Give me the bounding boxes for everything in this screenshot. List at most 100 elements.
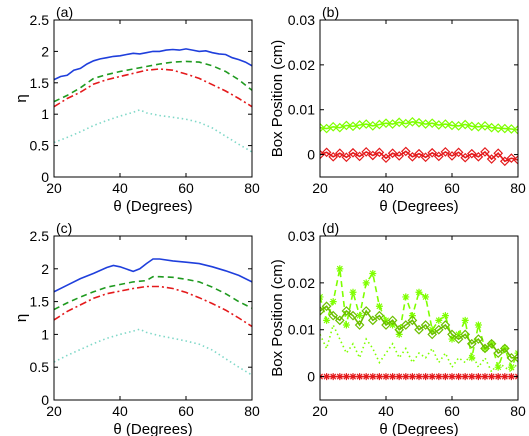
axes-frame — [319, 19, 519, 178]
x-tick-label: 40 — [112, 180, 128, 196]
y-tick-label: 0.01 — [288, 322, 315, 338]
series-4-point — [389, 373, 397, 381]
series-3-point — [361, 306, 372, 316]
panel-label: (d) — [322, 220, 339, 236]
series-4-point — [461, 373, 469, 381]
series-2-point — [420, 152, 431, 163]
series-4 — [54, 108, 252, 153]
series-4-point — [448, 373, 456, 381]
series-1-point — [461, 316, 469, 324]
series-1-point — [369, 269, 377, 277]
series-1-point — [361, 119, 372, 129]
series-3-point — [367, 315, 378, 326]
series-4-point — [323, 373, 331, 381]
series-1 — [320, 265, 518, 371]
y-tick-label: 0 — [307, 147, 315, 163]
axes-frame — [319, 235, 519, 401]
series-3-point — [473, 334, 484, 344]
series-4-point — [356, 373, 364, 381]
x-tick-label: 20 — [312, 403, 328, 419]
series-1-point — [329, 298, 337, 306]
series-4-point — [382, 373, 390, 381]
series-4-point — [415, 373, 423, 381]
series-3-point — [447, 329, 457, 340]
y-axis-label: η — [13, 314, 30, 322]
series-2-point — [328, 151, 339, 162]
series-2-point — [341, 152, 352, 163]
series-1-point — [336, 265, 344, 273]
y-tick-label: 0.03 — [288, 12, 315, 28]
series-2-point — [453, 147, 464, 158]
series-3-line — [320, 305, 518, 359]
series-1-point — [407, 116, 418, 127]
series-3-line — [54, 68, 252, 108]
series-1-point — [320, 122, 325, 133]
series-2 — [320, 146, 518, 167]
series-2-point — [506, 153, 517, 164]
series-2-line — [320, 322, 518, 374]
series-3-point — [348, 310, 358, 321]
series-4-point — [408, 373, 416, 381]
series-2-point — [486, 154, 497, 164]
series-4-point — [501, 373, 509, 381]
series-2-point — [493, 148, 504, 159]
series-1-point — [494, 363, 502, 371]
series-2-point — [473, 151, 484, 162]
series-2-point — [374, 147, 385, 158]
series-3 — [54, 285, 252, 328]
series-3-point — [453, 334, 464, 344]
series-2-point — [427, 147, 438, 158]
series-4-point — [349, 373, 357, 381]
y-tick-label: 0.01 — [288, 102, 315, 118]
series-3-point — [381, 320, 391, 330]
series-3-point — [341, 306, 352, 316]
series-2-line — [54, 60, 252, 103]
series-2-point — [447, 151, 457, 161]
series-1-point — [394, 117, 405, 128]
series-4-point — [474, 373, 482, 381]
series-4-point — [455, 373, 463, 381]
series-1-point — [435, 316, 443, 324]
y-tick-label: 0.03 — [288, 228, 315, 244]
series-2-point — [354, 151, 365, 162]
series-1 — [320, 116, 518, 135]
series-1-point — [480, 121, 490, 131]
series-4-point — [488, 373, 496, 381]
series-3-point — [466, 338, 477, 349]
series-2-point — [513, 155, 518, 165]
series-3-point — [387, 315, 398, 326]
y-tick-label: 0.02 — [288, 57, 315, 73]
y-tick-label: 2 — [41, 43, 49, 59]
panel-label: (b) — [322, 4, 339, 20]
series-1-point — [349, 288, 357, 296]
series-1-point — [402, 293, 410, 301]
series-3 — [320, 301, 518, 363]
series-1-point — [414, 117, 424, 128]
series-4-point — [441, 373, 449, 381]
x-axis-label: θ (Degrees) — [113, 198, 192, 215]
axes-frame — [53, 235, 253, 401]
series-1 — [54, 258, 252, 293]
y-tick-label: 2.5 — [30, 228, 50, 244]
panel-label: (a) — [56, 4, 73, 20]
panel-b: 20 40 60 80 0 0.01 0.02 0.03 θ (Degrees) Box Posi… — [269, 4, 526, 215]
y-tick-label: 0.02 — [288, 275, 315, 291]
x-tick-label: 40 — [112, 403, 128, 419]
series-4-point — [422, 373, 430, 381]
series-4-point — [494, 373, 502, 381]
series-3-point — [513, 352, 518, 363]
series-3-point — [499, 343, 510, 354]
x-tick-label: 60 — [444, 403, 460, 419]
series-1-point — [328, 121, 339, 132]
series-2-point — [321, 147, 332, 158]
series-3-point — [433, 324, 444, 335]
series-1-point — [460, 119, 471, 130]
series-3 — [54, 68, 252, 108]
panel-d: 20 40 60 80 0 0.01 0.02 0.03 θ (Degrees) Box Posi… — [269, 220, 526, 436]
series-1-point — [506, 124, 517, 134]
y-tick-label: 1.5 — [30, 294, 50, 310]
series-3-point — [320, 306, 325, 316]
series-4-point — [402, 373, 410, 381]
x-tick-label: 80 — [244, 180, 260, 196]
series-1-point — [375, 302, 383, 310]
